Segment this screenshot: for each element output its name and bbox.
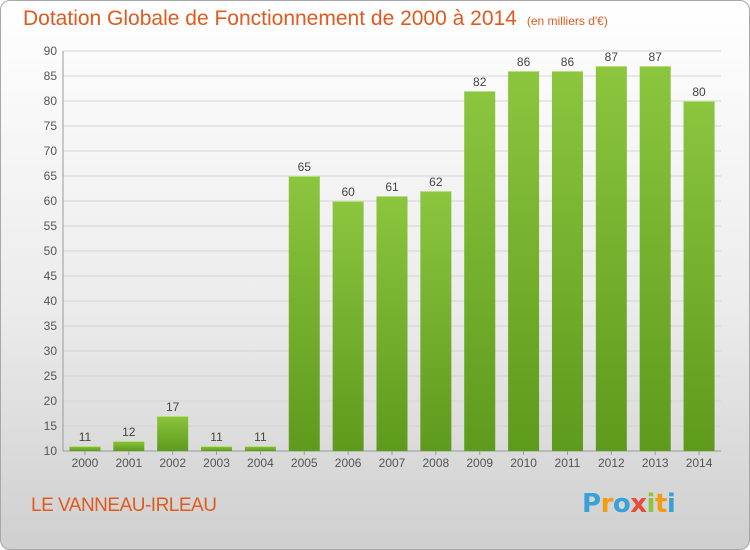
x-tick-label: 2007 bbox=[379, 456, 406, 470]
data-label: 61 bbox=[385, 180, 399, 194]
data-label: 65 bbox=[298, 160, 312, 174]
y-tick-labels: 10 15 20 25 30 35 40 45 50 55 60 65 70 75 80 85 90 bbox=[44, 44, 58, 458]
data-label: 60 bbox=[341, 185, 355, 199]
x-tick-label: 2002 bbox=[159, 456, 186, 470]
data-label: 12 bbox=[122, 425, 136, 439]
logo-letter: P bbox=[582, 489, 601, 519]
logo-letter: i bbox=[646, 489, 656, 519]
data-label: 80 bbox=[692, 85, 706, 99]
y-tick-label: 45 bbox=[44, 269, 58, 283]
x-tick-labels: 2000 2001 2002 2003 2004 2005 2006 2007 2008 2009… bbox=[72, 456, 713, 470]
x-tick-label: 2003 bbox=[203, 456, 230, 470]
x-tick-label: 2011 bbox=[555, 456, 581, 470]
data-label: 87 bbox=[605, 50, 619, 64]
data-label: 87 bbox=[649, 50, 663, 64]
data-label: 82 bbox=[473, 75, 487, 89]
data-label: 17 bbox=[166, 400, 180, 414]
bar-2014 bbox=[683, 101, 715, 451]
logo-letter: r bbox=[600, 489, 614, 519]
bar-2008 bbox=[420, 191, 452, 451]
x-tick-label: 2014 bbox=[686, 456, 713, 470]
bar-2006 bbox=[332, 201, 364, 451]
x-tick-label: 2001 bbox=[115, 456, 142, 470]
bar-2004 bbox=[244, 446, 276, 451]
y-tick-label: 20 bbox=[44, 394, 58, 408]
x-tick-label: 2008 bbox=[423, 456, 450, 470]
x-tick-label: 2004 bbox=[247, 456, 274, 470]
y-tick-label: 85 bbox=[44, 69, 58, 83]
x-tick-label: 2005 bbox=[291, 456, 318, 470]
y-tick-label: 65 bbox=[44, 169, 58, 183]
proxiti-logo: Proxiti bbox=[582, 489, 676, 519]
x-tick-label: 2012 bbox=[598, 456, 625, 470]
data-label: 86 bbox=[561, 55, 575, 69]
bar-2013 bbox=[639, 66, 671, 451]
bar-2000 bbox=[69, 446, 101, 451]
bars bbox=[69, 66, 715, 451]
y-tick-label: 10 bbox=[44, 444, 58, 458]
x-tick-label: 2000 bbox=[72, 456, 99, 470]
y-tick-label: 50 bbox=[44, 244, 58, 258]
y-tick-label: 15 bbox=[44, 419, 58, 433]
y-tick-label: 35 bbox=[44, 319, 58, 333]
data-label: 11 bbox=[254, 430, 267, 444]
data-label: 11 bbox=[79, 430, 92, 444]
data-label: 86 bbox=[517, 55, 531, 69]
bar-2007 bbox=[376, 196, 408, 451]
y-tick-label: 30 bbox=[44, 344, 58, 358]
commune-name: LE VANNEAU-IRLEAU bbox=[31, 495, 217, 516]
y-tick-label: 25 bbox=[44, 369, 58, 383]
y-tick-label: 60 bbox=[44, 194, 58, 208]
bar-2001 bbox=[113, 441, 145, 451]
logo-letter: t bbox=[654, 489, 667, 519]
data-label: 62 bbox=[429, 175, 443, 189]
bar-2012 bbox=[595, 66, 627, 451]
x-tick-label: 2006 bbox=[335, 456, 362, 470]
chart-subtitle: (en milliers d'€) bbox=[526, 14, 608, 28]
y-tick-label: 70 bbox=[44, 144, 58, 158]
bar-2009 bbox=[464, 91, 496, 451]
title-row: Dotation Globale de Fonctionnement de 20… bbox=[23, 7, 608, 31]
y-tick-label: 75 bbox=[44, 119, 58, 133]
y-tick-label: 80 bbox=[44, 94, 58, 108]
y-tick-label: 40 bbox=[44, 294, 58, 308]
y-tick-label: 55 bbox=[44, 219, 58, 233]
logo-letter: i bbox=[666, 489, 676, 519]
x-tick-label: 2013 bbox=[642, 456, 669, 470]
data-label: 11 bbox=[210, 430, 223, 444]
chart-title: Dotation Globale de Fonctionnement de 20… bbox=[23, 7, 517, 30]
bar-2011 bbox=[551, 71, 583, 451]
bar-2010 bbox=[508, 71, 540, 451]
bar-2002 bbox=[157, 416, 189, 451]
x-tick-label: 2009 bbox=[466, 456, 493, 470]
logo-letter: x bbox=[630, 489, 647, 519]
data-labels: 11 12 17 11 11 65 60 61 62 82 86 86 87 87 80 bbox=[79, 50, 706, 444]
x-tick-label: 2010 bbox=[510, 456, 537, 470]
bar-2003 bbox=[201, 446, 233, 451]
logo-letter: o bbox=[612, 489, 631, 519]
bar-2005 bbox=[288, 176, 320, 451]
y-tick-label: 90 bbox=[44, 44, 58, 58]
